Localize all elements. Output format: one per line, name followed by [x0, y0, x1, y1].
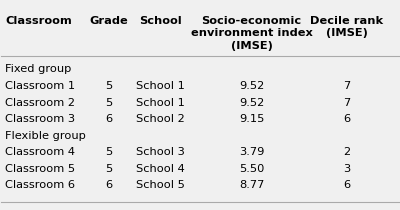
Text: 6: 6 — [344, 114, 350, 124]
Text: 9.15: 9.15 — [239, 114, 264, 124]
Text: 5.50: 5.50 — [239, 164, 264, 174]
Text: School 3: School 3 — [136, 147, 185, 157]
Text: 8.77: 8.77 — [239, 180, 264, 190]
Text: 9.52: 9.52 — [239, 97, 264, 108]
Text: 5: 5 — [105, 97, 112, 108]
Text: 2: 2 — [344, 147, 350, 157]
Text: 6: 6 — [105, 114, 112, 124]
Text: School 5: School 5 — [136, 180, 185, 190]
Text: Decile rank
(IMSE): Decile rank (IMSE) — [310, 16, 384, 38]
Text: 7: 7 — [343, 97, 350, 108]
Text: Fixed group: Fixed group — [5, 64, 72, 74]
Text: 6: 6 — [105, 180, 112, 190]
Text: Classroom: Classroom — [5, 16, 72, 26]
Text: 3: 3 — [343, 164, 350, 174]
Text: Socio-economic
environment index
(IMSE): Socio-economic environment index (IMSE) — [191, 16, 312, 51]
Text: Grade: Grade — [89, 16, 128, 26]
Text: School 4: School 4 — [136, 164, 185, 174]
Text: 5: 5 — [105, 164, 112, 174]
Text: 6: 6 — [344, 180, 350, 190]
Text: Classroom 5: Classroom 5 — [5, 164, 76, 174]
Text: School 1: School 1 — [136, 97, 185, 108]
Text: 9.52: 9.52 — [239, 81, 264, 91]
Text: Flexible group: Flexible group — [5, 131, 86, 141]
Text: Classroom 1: Classroom 1 — [5, 81, 76, 91]
Text: Classroom 4: Classroom 4 — [5, 147, 75, 157]
Text: Classroom 3: Classroom 3 — [5, 114, 76, 124]
Text: 7: 7 — [343, 81, 350, 91]
Text: School: School — [139, 16, 182, 26]
Text: School 2: School 2 — [136, 114, 185, 124]
Text: School 1: School 1 — [136, 81, 185, 91]
Text: 5: 5 — [105, 147, 112, 157]
Text: 3.79: 3.79 — [239, 147, 264, 157]
Text: Classroom 2: Classroom 2 — [5, 97, 75, 108]
Text: 5: 5 — [105, 81, 112, 91]
Text: Classroom 6: Classroom 6 — [5, 180, 75, 190]
